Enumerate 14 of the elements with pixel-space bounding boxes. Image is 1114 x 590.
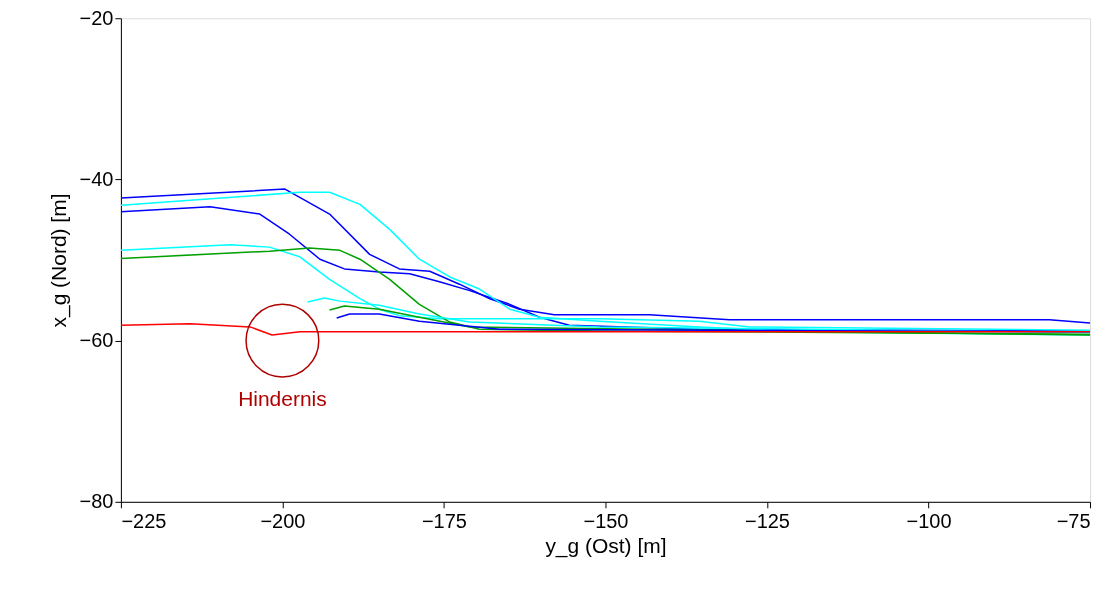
- x-tick-label: −150: [583, 510, 629, 533]
- y-tick-label: −60: [79, 329, 114, 352]
- x-axis-title: y_g (Ost) [m]: [545, 534, 667, 559]
- x-tick-label: −75: [1056, 510, 1091, 533]
- y-tick-label: −80: [79, 490, 114, 513]
- y-tick-label: −40: [79, 167, 114, 190]
- x-tick-label: −225: [121, 510, 167, 533]
- x-tick-label: −125: [744, 510, 790, 533]
- y-tick-label: −20: [79, 6, 114, 29]
- x-tick-label: −100: [906, 510, 952, 533]
- y-axis-title: x_g (Nord) [m]: [46, 193, 71, 328]
- x-tick-label: −200: [260, 510, 306, 533]
- x-tick-label: −175: [421, 510, 467, 533]
- annotation: Hindernis: [238, 386, 327, 410]
